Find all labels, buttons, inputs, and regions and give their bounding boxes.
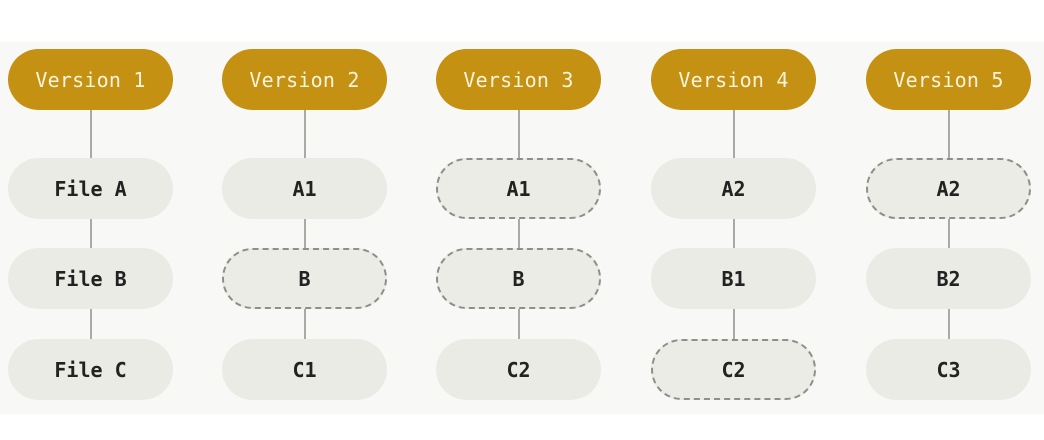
file-node: C1 [222,339,387,400]
version-node: Version 2 [222,49,387,110]
version-connector [948,109,950,359]
unchanged-file-reference-node: B [222,248,387,309]
file-node: B1 [651,248,816,309]
file-node: A1 [222,158,387,219]
unchanged-file-reference-node: A1 [436,158,601,219]
version-node: Version 5 [866,49,1031,110]
file-node: C3 [866,339,1031,400]
version-column-3: Version 3 A1 B C2 [436,49,601,401]
file-node: B2 [866,248,1031,309]
version-connector [733,109,735,359]
unchanged-file-reference-node: A2 [866,158,1031,219]
file-node: File B [8,248,173,309]
version-connector [90,109,92,359]
version-node: Version 1 [8,49,173,110]
version-column-2: Version 2 A1 B C1 [222,49,387,401]
unchanged-file-reference-node: C2 [651,339,816,400]
version-node: Version 4 [651,49,816,110]
file-node: File A [8,158,173,219]
version-node: Version 3 [436,49,601,110]
version-column-4: Version 4 A2 B1 C2 [651,49,816,401]
version-column-5: Version 5 A2 B2 C3 [866,49,1031,401]
file-node: C2 [436,339,601,400]
file-node: A2 [651,158,816,219]
version-connector [518,109,520,359]
unchanged-file-reference-node: B [436,248,601,309]
version-connector [304,109,306,359]
file-node: File C [8,339,173,400]
version-column-1: Version 1 File A File B File C [8,49,173,401]
